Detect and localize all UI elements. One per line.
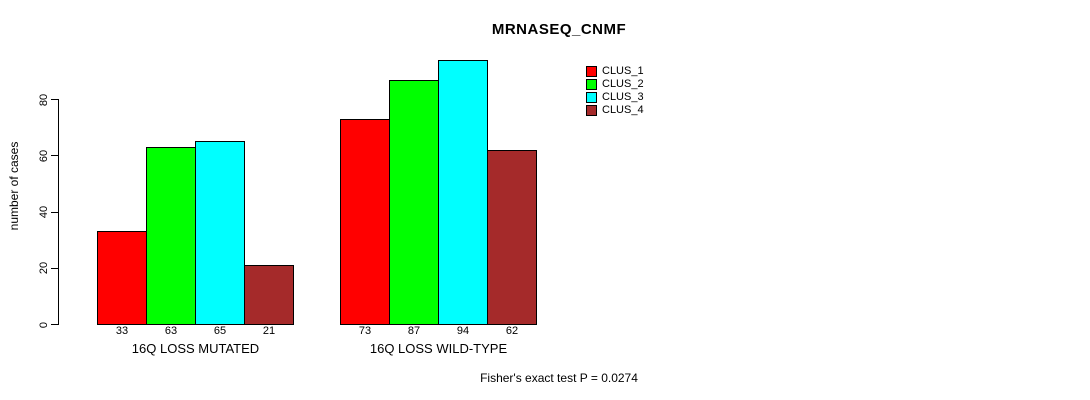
bar-clus-3-group2 xyxy=(438,59,488,325)
bar-value-label: 33 xyxy=(115,325,129,337)
bar-value-label: 63 xyxy=(164,325,178,337)
x-axis-group-label: 16Q LOSS WILD-TYPE xyxy=(369,341,508,356)
legend-row: CLUS_2 xyxy=(586,78,644,90)
chart-title: MRNASEQ_CNMF xyxy=(491,21,627,38)
bar-value-label: 65 xyxy=(213,325,227,337)
legend-label: CLUS_4 xyxy=(602,104,644,116)
y-tick-mark xyxy=(51,211,58,213)
y-tick-mark xyxy=(51,267,58,269)
y-tick-mark xyxy=(51,324,58,325)
legend-swatch-clus-2 xyxy=(586,78,597,90)
bar-value-label: 94 xyxy=(456,325,470,337)
bar-clus-3-group1 xyxy=(195,141,245,325)
bar-clus-2-group1 xyxy=(146,146,196,325)
y-tick-label: 80 xyxy=(38,93,50,106)
legend-row: CLUS_3 xyxy=(586,91,644,103)
bar-clus-2-group2 xyxy=(389,79,439,325)
legend-swatch-clus-3 xyxy=(586,91,597,103)
fisher-test-caption: Fisher's exact test P = 0.0274 xyxy=(480,371,638,385)
legend-row: CLUS_1 xyxy=(586,65,644,77)
legend-label: CLUS_3 xyxy=(602,91,644,103)
bar-clus-4-group1 xyxy=(244,264,294,325)
legend-label: CLUS_2 xyxy=(602,78,644,90)
legend-swatch-clus-1 xyxy=(586,65,597,77)
y-tick-mark xyxy=(51,99,58,101)
y-tick-mark xyxy=(51,155,58,157)
y-tick-label: 20 xyxy=(38,262,50,275)
bar-clus-1-group1 xyxy=(97,231,147,325)
legend: CLUS_1 CLUS_2 CLUS_3 CLUS_4 xyxy=(586,65,644,118)
y-tick-label: 40 xyxy=(38,205,50,219)
bar-clus-1-group2 xyxy=(340,118,390,325)
y-tick-label: 60 xyxy=(38,149,50,163)
y-axis-line xyxy=(58,99,59,325)
bar-clus-4-group2 xyxy=(487,149,537,325)
bar-value-label: 21 xyxy=(262,325,276,337)
legend-label: CLUS_1 xyxy=(602,65,644,77)
bar-value-label: 73 xyxy=(358,325,372,337)
bar-value-label: 87 xyxy=(407,325,421,337)
legend-swatch-clus-4 xyxy=(586,104,597,116)
legend-row: CLUS_4 xyxy=(586,104,644,116)
x-axis-group-label: 16Q LOSS MUTATED xyxy=(131,341,260,356)
y-tick-label: 0 xyxy=(38,321,50,328)
bar-value-label: 62 xyxy=(505,325,519,337)
